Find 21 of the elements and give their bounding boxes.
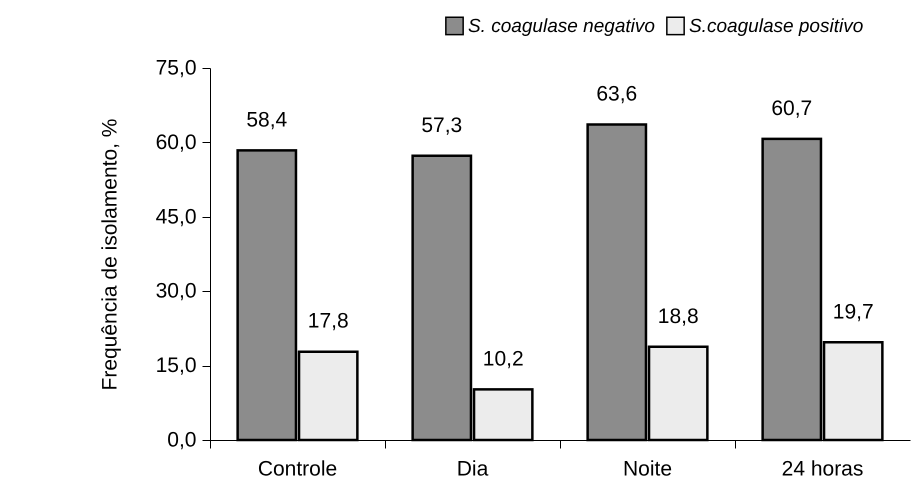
data-label: 57,3 — [421, 114, 462, 137]
y-tick-label: 30,0 — [156, 280, 196, 303]
y-tick-label: 15,0 — [156, 354, 196, 378]
data-label: 19,7 — [832, 300, 874, 324]
data-label: 60,7 — [771, 96, 812, 120]
y-tick-label: 60,0 — [156, 130, 196, 154]
x-tick-label: 24 horas — [782, 458, 864, 480]
legend-label: S. coagulase negativo — [468, 16, 655, 37]
x-tick-label: Dia — [456, 458, 489, 480]
data-label: 63,6 — [596, 82, 638, 106]
x-tick-label: Controle — [258, 458, 338, 480]
y-tick-label: 45,0 — [156, 205, 196, 228]
y-tick-label: 0,0 — [167, 428, 196, 452]
legend-label: S.coagulase positivo — [689, 16, 864, 37]
y-axis-title: Frequência de isolamento, % — [98, 118, 122, 390]
y-tick-label: 75,0 — [156, 56, 196, 80]
data-label: 10,2 — [482, 347, 524, 370]
x-tick-label: Noite — [622, 458, 672, 480]
data-label: 18,8 — [658, 304, 699, 328]
data-label: 17,8 — [308, 310, 349, 333]
data-label: 58,4 — [246, 108, 288, 132]
